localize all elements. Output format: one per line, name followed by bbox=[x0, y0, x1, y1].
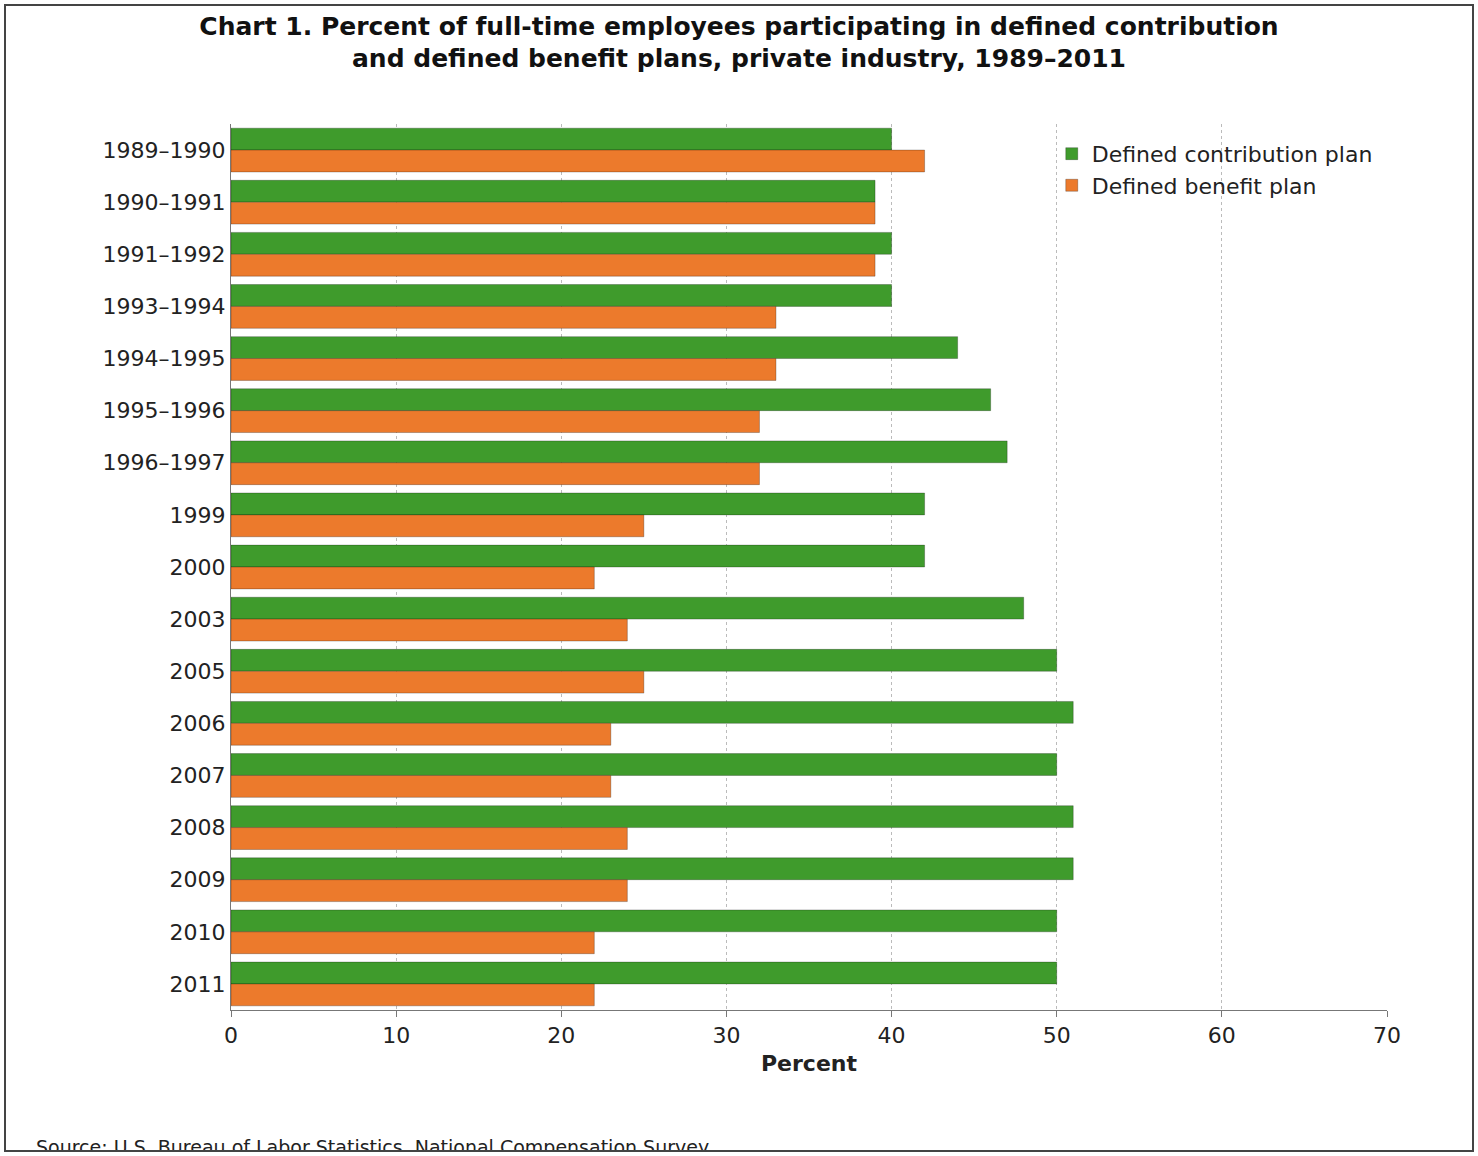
svg-text:50: 50 bbox=[1043, 1023, 1071, 1048]
svg-text:2007: 2007 bbox=[170, 763, 226, 788]
svg-text:0: 0 bbox=[224, 1023, 238, 1048]
svg-text:2000: 2000 bbox=[170, 555, 226, 580]
svg-text:70: 70 bbox=[1373, 1023, 1401, 1048]
svg-text:1993–1994: 1993–1994 bbox=[103, 294, 226, 319]
svg-text:1999: 1999 bbox=[170, 503, 226, 528]
svg-text:Percent: Percent bbox=[761, 1051, 858, 1076]
svg-text:1996–1997: 1996–1997 bbox=[103, 450, 226, 475]
svg-text:1991–1992: 1991–1992 bbox=[103, 242, 226, 267]
svg-text:Defined contribution plan: Defined contribution plan bbox=[1092, 142, 1373, 167]
svg-text:2009: 2009 bbox=[170, 867, 226, 892]
svg-text:2006: 2006 bbox=[170, 711, 226, 736]
svg-text:1990–1991: 1990–1991 bbox=[103, 190, 226, 215]
svg-text:40: 40 bbox=[878, 1023, 906, 1048]
svg-text:30: 30 bbox=[712, 1023, 740, 1048]
svg-text:1994–1995: 1994–1995 bbox=[103, 346, 226, 371]
svg-text:2008: 2008 bbox=[170, 815, 226, 840]
svg-text:2005: 2005 bbox=[170, 659, 226, 684]
svg-text:2010: 2010 bbox=[170, 920, 226, 945]
svg-text:20: 20 bbox=[547, 1023, 575, 1048]
svg-text:2003: 2003 bbox=[170, 607, 226, 632]
svg-text:60: 60 bbox=[1208, 1023, 1236, 1048]
svg-text:Source: U.S. Bureau of Labor S: Source: U.S. Bureau of Labor Statistics,… bbox=[36, 1136, 709, 1150]
svg-text:Chart 1. Percent of full-time: Chart 1. Percent of full-time employees … bbox=[199, 12, 1278, 74]
svg-text:10: 10 bbox=[382, 1023, 410, 1048]
svg-text:Defined benefit plan: Defined benefit plan bbox=[1092, 174, 1317, 199]
svg-text:1989–1990: 1989–1990 bbox=[103, 138, 226, 163]
svg-text:1995–1996: 1995–1996 bbox=[103, 398, 226, 423]
svg-text:2011: 2011 bbox=[170, 972, 226, 997]
